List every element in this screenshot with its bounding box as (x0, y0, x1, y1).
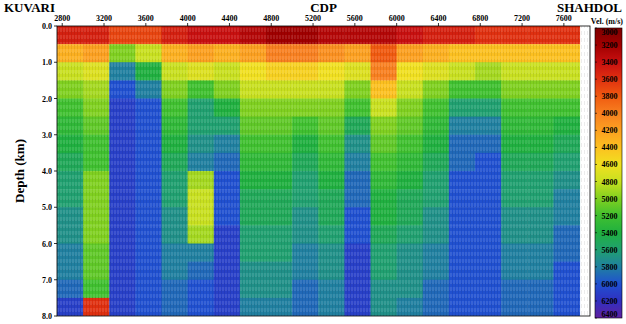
x-tick (104, 23, 105, 26)
colorbar-tick-label: 3800 (602, 92, 618, 101)
colorbar-tick (595, 318, 597, 319)
x-tick (313, 23, 314, 26)
y-tick (54, 171, 57, 172)
x-tick (396, 23, 397, 26)
x-tick-label: 3200 (96, 14, 112, 23)
colorbar-tick-label: 5600 (602, 246, 618, 255)
x-tick-label: 6800 (472, 14, 488, 23)
y-tick-label: 4.0 (42, 167, 52, 176)
y-axis-title: Depth (km) (12, 139, 27, 203)
x-tick (480, 23, 481, 26)
colorbar-tick (595, 62, 597, 63)
colorbar-tick-label: 5400 (602, 229, 618, 238)
x-tick (145, 23, 146, 26)
colorbar-tick (595, 215, 597, 216)
y-tick (54, 279, 57, 280)
colorbar-tick-label: 3400 (602, 58, 618, 67)
y-tick-label: 1.0 (42, 58, 52, 67)
colorbar-tick-label: 5000 (602, 195, 618, 204)
center-label: CDP (310, 0, 337, 15)
colorbar-title: Vel. (m/s) (591, 17, 623, 26)
y-tick-label: 0.0 (42, 22, 52, 31)
colorbar-tick (595, 130, 597, 131)
y-tick (54, 98, 57, 99)
x-tick-label: 4800 (263, 14, 279, 23)
colorbar-tick-label: 4800 (602, 178, 618, 187)
chart: 2800 3200 3600 4000 4400 4800 5200 5600 6000 6400… (0, 0, 626, 324)
x-tick (438, 23, 439, 26)
colorbar-tick-label: 5800 (602, 263, 618, 272)
y-tick (54, 207, 57, 208)
colorbar-tick (595, 147, 597, 148)
x-tick (229, 23, 230, 26)
colorbar-tick (595, 266, 597, 267)
x-tick-label: 6000 (389, 14, 405, 23)
cells (57, 26, 590, 316)
colorbar-tick-label: 4600 (602, 160, 618, 169)
x-tick (563, 23, 564, 26)
x-tick (187, 23, 188, 26)
y-tick (54, 134, 57, 135)
colorbar-tick-label: 4200 (602, 126, 618, 135)
colorbar-tick (595, 96, 597, 97)
x-tick (354, 23, 355, 26)
colorbar-tick (595, 283, 597, 284)
right-label: SHAHDOL (557, 0, 622, 15)
y-tick (54, 243, 57, 244)
colorbar-tick (595, 164, 597, 165)
x-tick-label: 4000 (180, 14, 196, 23)
x-tick-label: 5600 (347, 14, 363, 23)
colorbar-tick-label: 4000 (602, 109, 618, 118)
colorbar-tick-label: 3600 (602, 75, 618, 84)
x-tick-label: 4400 (221, 14, 237, 23)
colorbar-tick-label: 3200 (602, 41, 618, 50)
x-tick-label: 6400 (430, 14, 446, 23)
colorbar-tick (595, 113, 597, 114)
y-tick-label: 3.0 (42, 131, 52, 140)
colorbar-tick-label: 6200 (602, 297, 618, 306)
colorbar (595, 28, 622, 318)
colorbar-tick (595, 300, 597, 301)
y-tick-label: 7.0 (42, 276, 52, 285)
y-tick-label: 6.0 (42, 240, 52, 249)
colorbar-tick-label: 6400 (602, 310, 618, 319)
x-tick-label: 3600 (138, 14, 154, 23)
x-tick-label: 7600 (556, 14, 572, 23)
y-tick-label: 8.0 (42, 312, 52, 321)
x-tick-label: 7200 (514, 14, 530, 23)
colorbar-tick-label: 3000 (602, 28, 618, 37)
colorbar-tick (595, 198, 597, 199)
x-tick (271, 23, 272, 26)
seismic-texture (57, 26, 590, 316)
colorbar-tick (595, 45, 597, 46)
colorbar-tick-label: 4400 (602, 143, 618, 152)
y-tick-label: 5.0 (42, 203, 52, 212)
left-label: KUVARI (4, 0, 55, 15)
y-tick (54, 62, 57, 63)
y-tick (54, 26, 57, 27)
colorbar-tick (595, 79, 597, 80)
y-tick (54, 316, 57, 317)
colorbar-tick (595, 249, 597, 250)
colorbar-tick (595, 232, 597, 233)
x-tick-label: 5200 (305, 14, 321, 23)
colorbar-tick (595, 28, 597, 29)
colorbar-tick-label: 6000 (602, 280, 618, 289)
colorbar-tick (595, 181, 597, 182)
x-tick (522, 23, 523, 26)
x-tick (62, 23, 63, 26)
frame (57, 26, 590, 316)
colorbar-tick-label: 5200 (602, 212, 618, 221)
x-tick-label: 2800 (54, 14, 70, 23)
y-tick-label: 2.0 (42, 95, 52, 104)
